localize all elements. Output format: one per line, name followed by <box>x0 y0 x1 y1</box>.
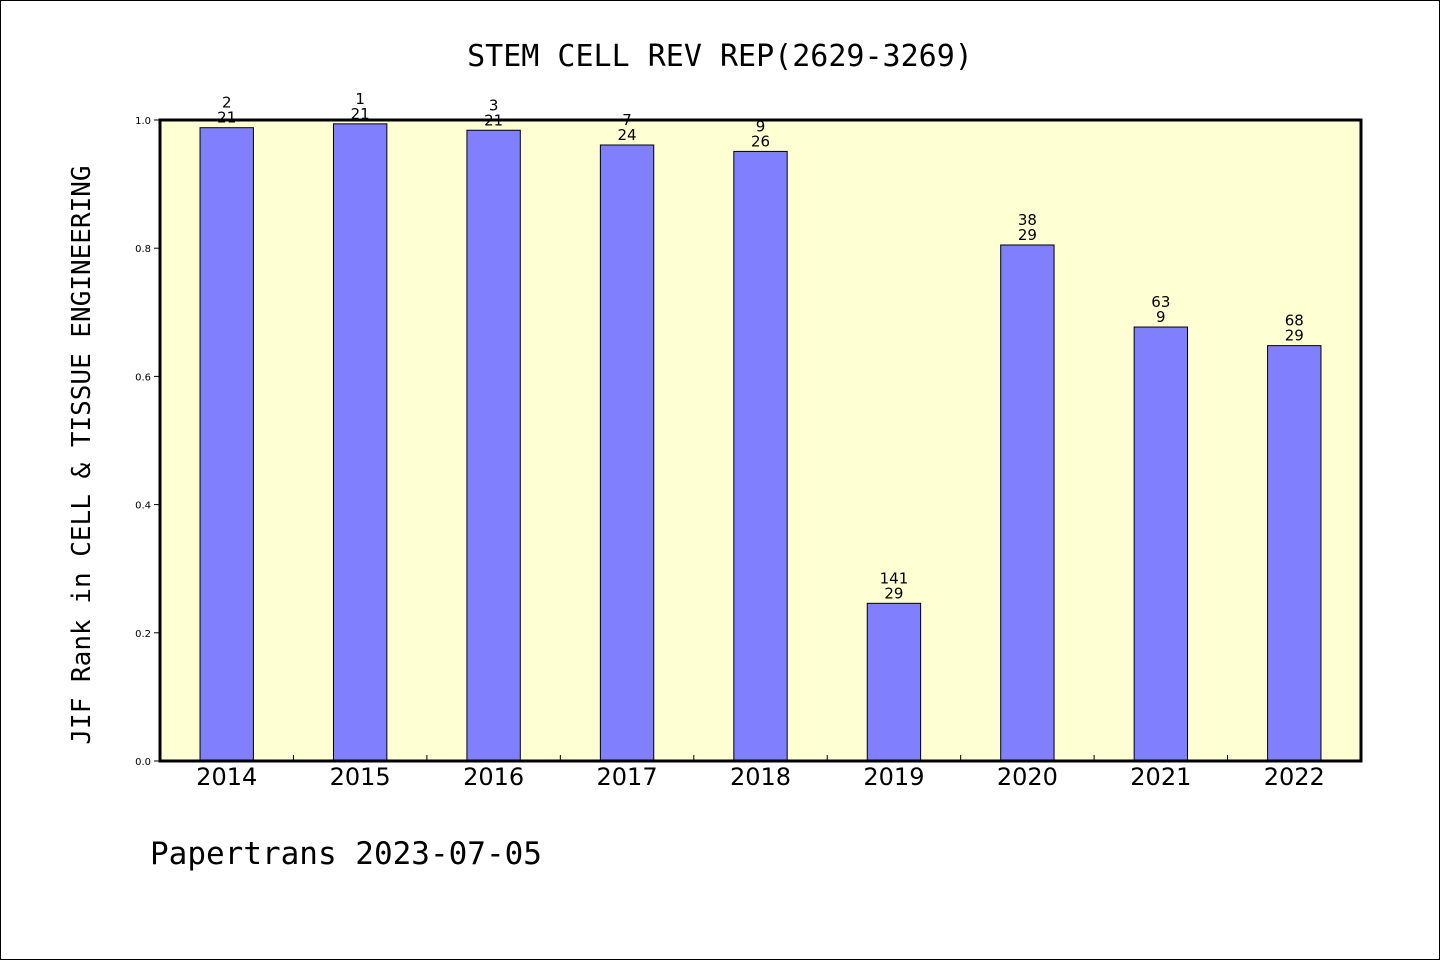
bar-total-label-2021: 9 <box>1156 308 1166 326</box>
x-tick-label-2017: 2017 <box>597 763 658 791</box>
bar-rank-label-2014: 2 <box>222 94 232 112</box>
x-tick-label-2019: 2019 <box>863 763 924 791</box>
bar-rank-label-2015: 1 <box>355 90 365 108</box>
bar-rank-label-2018: 9 <box>756 117 766 135</box>
plot-border <box>158 118 1363 763</box>
x-tick-label-2015: 2015 <box>330 763 391 791</box>
x-axis: 2014 2015 2016 2017 2018 2019 2020 2021 2022 <box>196 755 1325 791</box>
bar-rank-label-2019: 141 <box>880 569 909 587</box>
bar-2020 <box>1000 244 1055 762</box>
bar-2019 <box>866 602 922 762</box>
bar-total-label-2018: 26 <box>751 132 770 150</box>
bar-total-label-2019: 29 <box>884 584 903 602</box>
bar-2016 <box>466 129 521 762</box>
x-tick-label-2018: 2018 <box>730 763 791 791</box>
y-tick-label-1.0: 1.0 <box>135 116 151 127</box>
bar-total-label-2022: 29 <box>1285 327 1304 345</box>
bar-total-label-2020: 29 <box>1018 226 1037 244</box>
bar-rank-label-2022: 68 <box>1285 312 1304 330</box>
bar-2021 <box>1133 326 1189 762</box>
bar-rank-label-2020: 38 <box>1018 211 1037 229</box>
bar-total-label-2017: 24 <box>618 126 637 144</box>
x-tick-label-2016: 2016 <box>463 763 524 791</box>
x-tick-label-2022: 2022 <box>1264 763 1325 791</box>
bar-2022 <box>1267 345 1322 762</box>
footer-text: Papertrans 2023-07-05 <box>150 836 542 872</box>
y-tick-label-0.4: 0.4 <box>135 501 151 512</box>
bar-rank-label-2021: 63 <box>1151 293 1170 311</box>
y-tick-label-0.6: 0.6 <box>135 372 151 383</box>
bar-total-label-2015: 21 <box>351 105 370 123</box>
y-tick-label-0.8: 0.8 <box>135 244 151 255</box>
x-tick-label-2020: 2020 <box>997 763 1058 791</box>
y-axis-label: JIF Rank in CELL & TISSUE ENGINEERING <box>67 165 97 744</box>
bar-2018 <box>733 150 788 762</box>
y-tick-label-0.0: 0.0 <box>135 757 151 768</box>
bar-2014 <box>199 127 254 762</box>
y-tick-label-0.2: 0.2 <box>135 629 151 640</box>
x-tick-label-2014: 2014 <box>196 763 257 791</box>
bar-total-label-2014: 21 <box>217 109 236 127</box>
bar-rank-label-2016: 3 <box>489 96 499 114</box>
x-tick-label-2021: 2021 <box>1130 763 1191 791</box>
bar-2017 <box>599 144 655 762</box>
bars-layer <box>199 123 1322 762</box>
chart-title: STEM CELL REV REP(2629-3269) <box>467 39 973 74</box>
y-axis: 0.0 0.2 0.4 0.6 0.8 1.0 <box>135 116 160 768</box>
bar-2015 <box>332 123 388 762</box>
